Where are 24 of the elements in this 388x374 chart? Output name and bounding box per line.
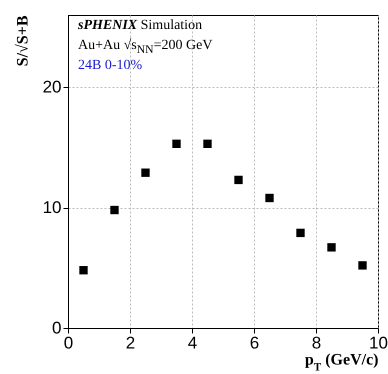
point [79,266,88,274]
x-tick-label: 2 [126,334,136,352]
x-tick-label: 4 [188,334,198,352]
point [203,140,212,148]
x-tick-label: 6 [250,334,260,352]
annotation: Au+Au √s$_{NN}$=200 GeV [78,38,212,56]
x-tick-label: 0 [64,334,74,352]
x-axis-title: p$_{T}$ (GeV/c) [304,352,378,374]
x-tick-label: 10 [369,334,388,352]
y-tick-label: 20 [42,78,62,97]
y-axis-title: S/√S+B [14,15,32,66]
point [172,140,181,148]
y-tick-label: 0 [52,318,62,338]
point [234,176,243,184]
point [265,194,274,202]
point [358,261,367,270]
point [296,228,305,238]
point [141,168,150,177]
y-tick-label: 10 [42,198,62,218]
point [327,243,336,252]
annotation: 24B 0-10% [78,58,142,74]
point [110,206,119,214]
x-tick-label: 8 [312,334,322,352]
annotation: sPHENIX Simulation [78,18,202,34]
